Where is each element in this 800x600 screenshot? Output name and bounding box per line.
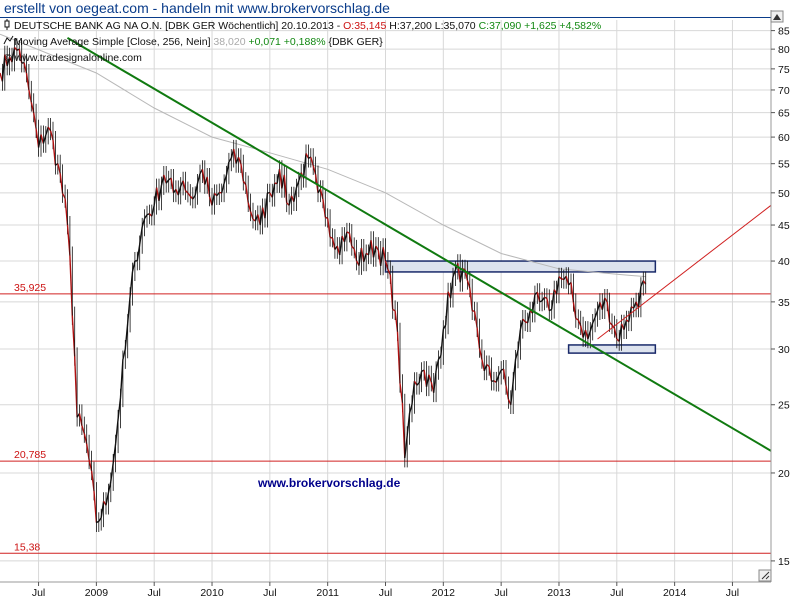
- legend-line1-hl: H:37,200 L:35,070: [386, 20, 478, 32]
- price-segment: [228, 157, 232, 163]
- legend-line2-name: Moving Average Simple [Close, 256, Nein]: [14, 36, 213, 48]
- x-tick-label: Jul: [32, 587, 45, 599]
- price-segment: [473, 311, 478, 328]
- y-tick-label: 45: [778, 220, 790, 232]
- price-segment: [201, 169, 206, 185]
- price-segment: [601, 297, 606, 310]
- horizontal-level-label: 35,925: [14, 282, 46, 294]
- y-tick-label: 15: [778, 556, 790, 568]
- legend-line1-name: DEUTSCHE BANK AG NA O.N. [DBK GER Wöchen…: [14, 20, 343, 32]
- y-tick-label: 55: [778, 159, 790, 171]
- y-axis: 15 20 25 30 35 40 45 50 55 60 65 70 75 80 85: [770, 10, 800, 582]
- x-tick-label: Jul: [379, 587, 392, 599]
- y-tick-label: 70: [778, 85, 790, 97]
- price-segment: [575, 317, 579, 321]
- scroll-up-arrow-icon[interactable]: [770, 10, 784, 23]
- x-tick-label: 2013: [547, 587, 571, 599]
- price-segment: [240, 163, 244, 182]
- price-segment: [396, 331, 401, 384]
- horizontal-levels: 35,925 20,785 15,38: [0, 282, 771, 554]
- price-segment: [11, 47, 16, 63]
- range-box: [567, 344, 657, 354]
- x-axis: Jul 2009 Jul 2010 Jul 2011 Jul 2012 Jul 2013 Jul 20…: [0, 581, 771, 599]
- price-segment: [160, 174, 165, 186]
- y-tick-label: 60: [778, 132, 790, 144]
- x-tick-label: Jul: [494, 587, 507, 599]
- price-segment: [370, 240, 375, 258]
- price-segment: [216, 192, 220, 197]
- x-tick-label: Jul: [263, 587, 276, 599]
- price-segment: [61, 193, 66, 199]
- legend-header: DEUTSCHE BANK AG NA O.N. [DBK GER Wöchen…: [3, 19, 601, 64]
- y-tick-label: 50: [778, 188, 790, 200]
- price-segment: [319, 189, 324, 200]
- x-tick-label: 2012: [432, 587, 456, 599]
- y-tick-label: 80: [778, 44, 790, 56]
- uptrend-line: [597, 204, 771, 340]
- price-segment: [114, 418, 119, 444]
- y-axis-panel: [771, 10, 800, 582]
- y-tick-label: 75: [778, 64, 790, 76]
- legend-line1-close: C:37,090 +1,625 +4,582%: [479, 20, 602, 32]
- legend-line1-open: O:35,145: [343, 20, 386, 32]
- x-tick-label: Jul: [726, 587, 739, 599]
- page-title: erstellt von oegeat.com - handeln mit ww…: [4, 0, 390, 16]
- x-tick-label: 2011: [316, 587, 339, 599]
- legend-line2: Moving Average Simple [Close, 256, Nein]…: [14, 36, 383, 48]
- price-segment: [551, 289, 555, 310]
- y-tick-label: 85: [778, 26, 790, 38]
- legend-line2-tail: {DBK GER}: [326, 36, 384, 48]
- legend-line1: DEUTSCHE BANK AG NA O.N. [DBK GER Wöchen…: [14, 20, 601, 32]
- x-tick-label: 2014: [663, 587, 687, 599]
- legend-line2-value: 38,020: [213, 36, 245, 48]
- trend-lines: [66, 37, 771, 452]
- price-segment: [88, 459, 93, 471]
- watermark-text: www.brokervorschlag.de: [257, 476, 401, 490]
- line-chart-icon: [3, 35, 14, 45]
- range-box: [384, 260, 657, 273]
- x-tick-label: 2010: [200, 587, 224, 599]
- price-segment: [346, 231, 350, 234]
- y-tick-label: 40: [778, 256, 790, 268]
- series-layer: [0, 33, 647, 532]
- horizontal-level-label: 20,785: [14, 449, 46, 461]
- price-segment: [293, 187, 298, 202]
- horizontal-level-label: 15,38: [14, 541, 40, 553]
- title-divider: [0, 17, 800, 18]
- price-segment: [242, 180, 247, 186]
- y-tick-label: 25: [778, 400, 790, 412]
- price-segment: [187, 192, 191, 197]
- price-segment: [165, 179, 170, 184]
- price-segment: [498, 369, 502, 376]
- price-segment: [139, 226, 143, 245]
- x-tick-label: Jul: [610, 587, 623, 599]
- x-tick-label: 2009: [85, 587, 109, 599]
- legend-line2-change: +0,071 +0,188%: [246, 36, 326, 48]
- copyright-text: © www.tradesignalonline.com: [4, 52, 142, 64]
- resize-corner-icon[interactable]: [758, 569, 772, 582]
- y-tick-label: 20: [778, 468, 790, 480]
- y-tick-label: 65: [778, 108, 790, 120]
- price-segment: [35, 128, 40, 148]
- x-tick-label: Jul: [147, 587, 160, 599]
- downtrend-line: [66, 37, 771, 452]
- grid-lines: [0, 20, 771, 582]
- page-title-bar: erstellt von oegeat.com - handeln mit ww…: [0, 0, 800, 17]
- candle-icon: [4, 19, 10, 30]
- y-tick-label: 30: [778, 344, 790, 356]
- y-tick-label: 35: [778, 297, 790, 309]
